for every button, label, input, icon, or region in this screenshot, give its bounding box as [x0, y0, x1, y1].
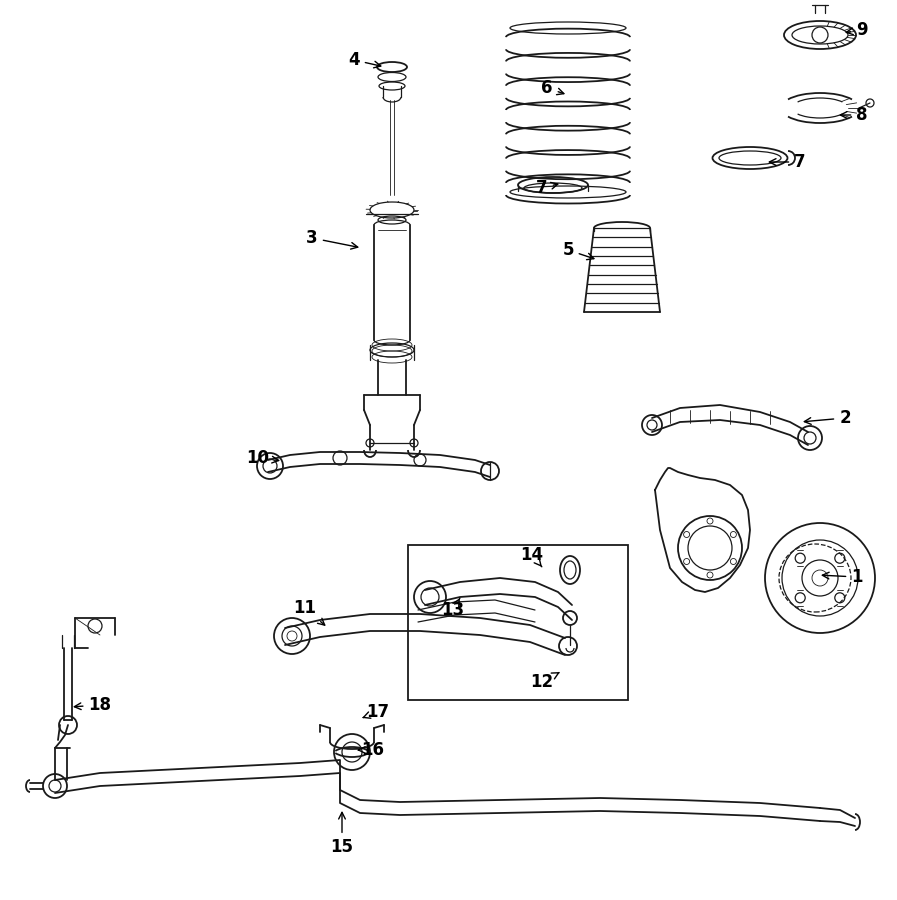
- Text: 13: 13: [441, 598, 465, 619]
- Text: 15: 15: [330, 813, 353, 856]
- Text: 6: 6: [541, 79, 564, 97]
- Text: 3: 3: [306, 229, 358, 249]
- Text: 17: 17: [363, 703, 389, 721]
- Text: 1: 1: [823, 568, 863, 586]
- Text: 11: 11: [293, 599, 325, 625]
- Text: 7: 7: [536, 179, 558, 197]
- Text: 12: 12: [530, 672, 559, 691]
- Text: 10: 10: [247, 449, 279, 467]
- Bar: [408, 545, 628, 700]
- Text: 9: 9: [846, 21, 867, 39]
- Text: 8: 8: [840, 106, 867, 124]
- Text: 5: 5: [562, 241, 594, 260]
- Text: 7: 7: [770, 153, 806, 171]
- Text: 16: 16: [358, 741, 385, 759]
- Text: 18: 18: [74, 696, 111, 714]
- Text: 14: 14: [520, 546, 544, 567]
- Text: 4: 4: [348, 51, 381, 69]
- Text: 2: 2: [805, 409, 851, 427]
